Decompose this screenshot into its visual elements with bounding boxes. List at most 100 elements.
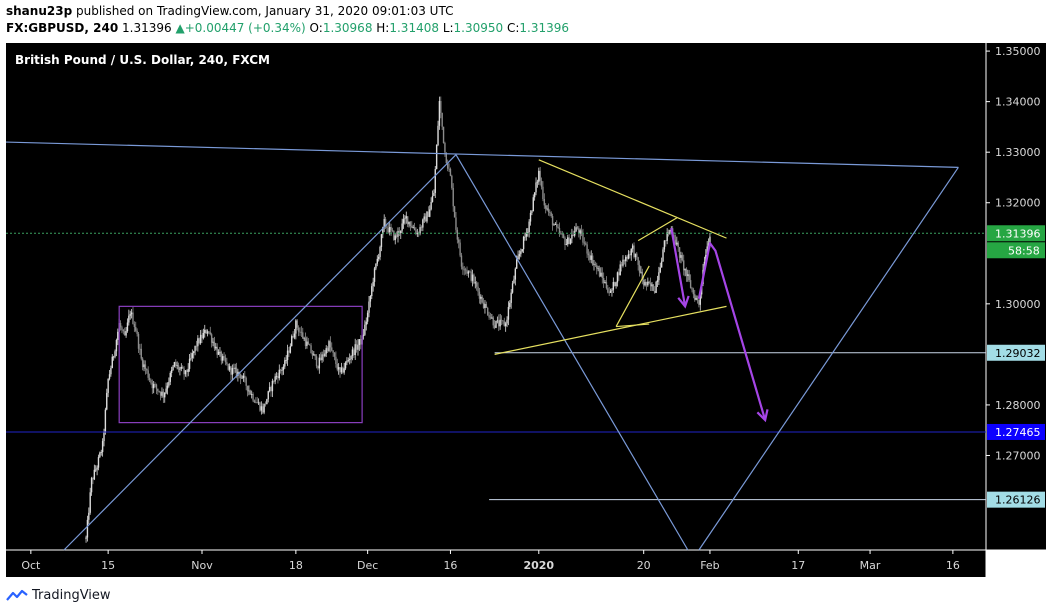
candle-body bbox=[507, 306, 510, 320]
countdown-box bbox=[987, 242, 1045, 259]
candle-body bbox=[564, 237, 566, 245]
candle-body bbox=[234, 367, 236, 369]
candle-body bbox=[397, 230, 399, 237]
price-tag-box bbox=[987, 225, 1045, 242]
candle-body bbox=[587, 253, 590, 256]
trend-line bbox=[494, 305, 727, 355]
candle-body bbox=[535, 182, 537, 193]
candle-body bbox=[266, 399, 268, 405]
candle-body bbox=[115, 339, 118, 352]
candle-body bbox=[347, 359, 350, 361]
candle-body bbox=[154, 384, 156, 385]
candle-body bbox=[391, 229, 394, 231]
brand-name[interactable]: TradingView bbox=[32, 588, 111, 603]
time-tick-label: 2020 bbox=[523, 559, 554, 572]
candle-body bbox=[511, 283, 514, 293]
trend-line bbox=[538, 159, 727, 239]
candle-body bbox=[137, 333, 140, 349]
candle-body bbox=[277, 376, 279, 379]
candle-body bbox=[108, 374, 111, 379]
candle-body bbox=[656, 280, 659, 282]
candle-body bbox=[129, 314, 131, 316]
candle-body bbox=[416, 233, 419, 234]
candle-body bbox=[481, 296, 483, 303]
candle-body bbox=[250, 393, 253, 395]
candle-body bbox=[585, 243, 587, 245]
chart-canvas[interactable]: 1.35000 1.34000 1.33000 1.32000 1.30000 1.280… bbox=[0, 40, 1055, 580]
candle-body bbox=[217, 351, 220, 355]
candle-body bbox=[404, 218, 406, 220]
candle-body bbox=[384, 218, 387, 227]
candle-body bbox=[593, 263, 595, 265]
candle-body bbox=[85, 537, 87, 539]
candle-body bbox=[308, 344, 311, 346]
candle-body bbox=[659, 267, 661, 273]
candle-body bbox=[504, 323, 507, 327]
candle-body bbox=[550, 212, 552, 217]
candle-body bbox=[241, 378, 243, 379]
candle-body bbox=[246, 385, 249, 392]
candle-body bbox=[152, 384, 155, 389]
candle-body bbox=[159, 392, 162, 396]
candle-body bbox=[562, 234, 565, 238]
candle-body bbox=[220, 351, 223, 361]
candle-body bbox=[227, 363, 229, 370]
close-value: 1.31396 bbox=[519, 21, 570, 35]
candle-body bbox=[155, 384, 158, 389]
candle-body bbox=[620, 264, 623, 266]
candle-body bbox=[580, 230, 583, 234]
price-tags: 1.31396 58:58 1.29032 1.27465 1.26126 bbox=[987, 225, 1045, 508]
candle-body bbox=[190, 357, 192, 359]
candle-body bbox=[685, 268, 688, 276]
close-label: C: bbox=[507, 21, 520, 35]
candle-body bbox=[705, 254, 707, 262]
candle-body bbox=[692, 289, 695, 295]
candle-body bbox=[205, 329, 207, 334]
candle-body bbox=[516, 259, 518, 269]
price-change: +0.00447 (+0.34%) bbox=[184, 21, 306, 35]
candle-body bbox=[360, 339, 362, 345]
candle-body bbox=[478, 291, 481, 299]
candle-body bbox=[230, 366, 232, 375]
time-tick-label: 16 bbox=[946, 559, 960, 572]
candle-body bbox=[652, 284, 655, 291]
candle-body bbox=[179, 368, 181, 370]
candle-body bbox=[623, 259, 626, 262]
candle-body bbox=[215, 346, 217, 349]
candle-body bbox=[101, 441, 104, 453]
candle-body bbox=[609, 290, 612, 293]
candle-body bbox=[314, 354, 316, 357]
candle-body bbox=[666, 232, 668, 241]
time-axis bbox=[6, 550, 986, 577]
candle-body bbox=[423, 216, 425, 220]
candle-body bbox=[514, 268, 517, 280]
candle-body bbox=[459, 242, 461, 256]
author-name[interactable]: shanu23p bbox=[6, 4, 73, 18]
price-tag-box bbox=[987, 423, 1045, 440]
candle-body bbox=[249, 390, 252, 395]
last-price: 1.31396 bbox=[122, 21, 172, 35]
candle-body bbox=[140, 348, 142, 359]
candle-body bbox=[306, 341, 308, 347]
candle-body bbox=[244, 375, 246, 378]
candle-body bbox=[124, 331, 126, 336]
price-tick-label: 1.35000 bbox=[995, 45, 1041, 58]
candle-body bbox=[557, 226, 559, 229]
candle-body bbox=[553, 224, 555, 226]
candle-body bbox=[569, 238, 572, 244]
candle-body bbox=[223, 356, 225, 358]
candle-body bbox=[321, 354, 323, 361]
candle-body bbox=[128, 315, 130, 323]
candle-body bbox=[528, 221, 530, 233]
candle-body bbox=[333, 352, 336, 357]
candle-body bbox=[681, 255, 684, 261]
candle-body bbox=[343, 368, 345, 373]
candle-body bbox=[677, 242, 679, 248]
candle-body bbox=[112, 356, 115, 358]
candle-body bbox=[441, 112, 443, 127]
candle-body bbox=[130, 312, 133, 315]
candle-body bbox=[275, 376, 278, 377]
candle-body bbox=[558, 228, 561, 234]
candle-body bbox=[499, 319, 501, 327]
candle-body bbox=[458, 239, 460, 243]
